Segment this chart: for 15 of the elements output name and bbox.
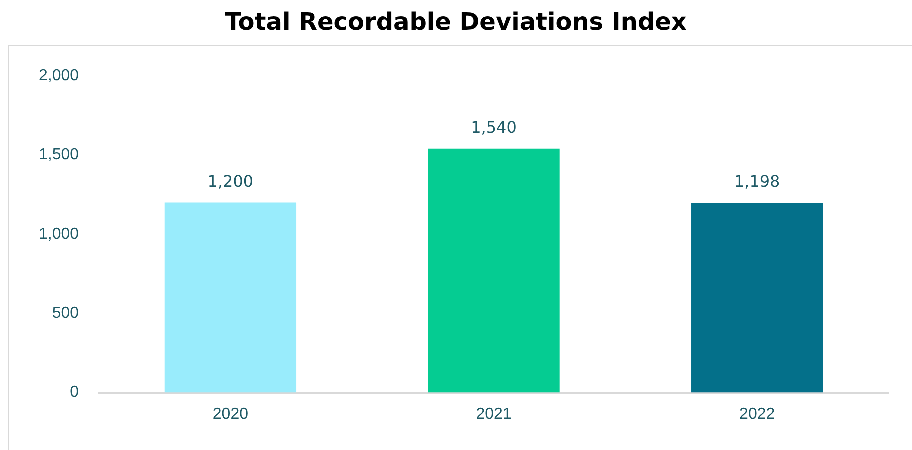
bar [428,148,560,393]
y-tick-label: 2,000 [38,67,80,84]
y-tick-label: 1,000 [38,226,80,243]
x-tick-label: 2021 [476,406,512,423]
chart-title: Total Recordable Deviations Index [224,8,688,36]
y-tick-label: 500 [52,305,80,322]
bar [164,202,297,393]
y-tick-label: 0 [70,384,80,402]
data-label: 1,540 [471,118,517,138]
bar [692,203,824,393]
x-tick-label: 2020 [212,406,249,423]
y-tick-label: 1,500 [38,146,80,164]
data-label: 1,200 [208,172,254,191]
x-tick-label: 2022 [740,406,776,423]
data-label: 1,198 [734,172,780,192]
